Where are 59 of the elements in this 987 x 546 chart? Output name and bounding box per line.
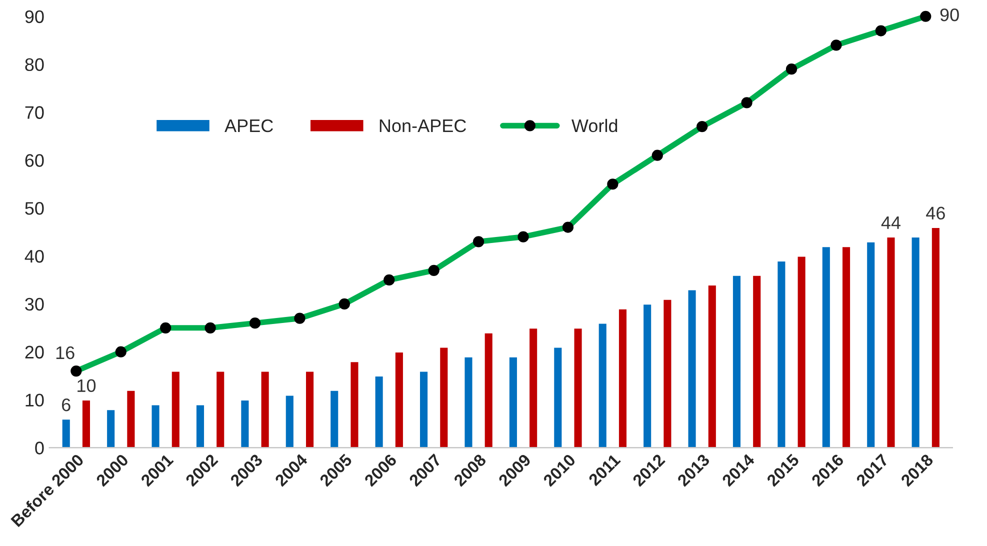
bar <box>418 370 429 448</box>
bar <box>81 399 92 448</box>
y-tick-label: 10 <box>26 394 44 407</box>
data-label: 16 <box>56 346 74 360</box>
bar <box>706 284 718 448</box>
bar <box>394 351 404 448</box>
bar <box>597 322 608 448</box>
bar <box>60 418 72 448</box>
y-tick-label: 90 <box>25 10 44 24</box>
bar <box>329 390 340 448</box>
legend-label: Non-APEC <box>380 119 466 132</box>
data-label: 46 <box>926 206 945 220</box>
y-tick-label: 0 <box>35 442 44 454</box>
y-tick-label: 40 <box>24 250 44 263</box>
y-tick-label: 20 <box>25 346 44 359</box>
bar <box>260 370 270 448</box>
bar <box>374 375 384 448</box>
bar <box>552 346 564 448</box>
bar <box>662 298 673 448</box>
bar <box>284 394 295 448</box>
data-label: 90 <box>940 8 959 22</box>
bar <box>195 404 206 448</box>
data-label: 6 <box>62 398 70 412</box>
bar <box>106 408 116 448</box>
bar <box>642 303 652 448</box>
bar <box>820 246 832 448</box>
y-tick-label: 60 <box>25 154 44 167</box>
bar <box>910 236 921 448</box>
bar <box>240 399 250 448</box>
bar <box>732 274 742 448</box>
y-tick-label: 50 <box>25 202 44 215</box>
bar <box>752 274 762 448</box>
bar <box>483 332 494 448</box>
bar <box>215 370 226 448</box>
bar <box>150 404 161 448</box>
y-tick-label: 30 <box>25 298 44 311</box>
bar <box>866 240 876 448</box>
y-tick-label: 80 <box>25 58 44 72</box>
bar <box>841 246 852 448</box>
bar <box>508 356 518 448</box>
bar <box>528 327 538 448</box>
bar <box>796 255 807 448</box>
bar <box>438 346 450 448</box>
data-label: 10 <box>78 379 96 392</box>
y-tick-label: 70 <box>25 106 44 119</box>
legend-label: World <box>572 118 618 132</box>
bar <box>776 260 787 448</box>
data-label: 44 <box>881 216 900 229</box>
bar <box>886 236 896 448</box>
legend-label: APEC <box>224 119 273 132</box>
bar <box>304 370 315 448</box>
bar <box>349 360 360 448</box>
bar <box>686 288 698 448</box>
bar <box>126 390 136 448</box>
bar <box>618 308 628 448</box>
bar <box>463 356 474 448</box>
bar <box>572 327 584 448</box>
bar <box>170 370 181 448</box>
bar <box>930 226 941 448</box>
